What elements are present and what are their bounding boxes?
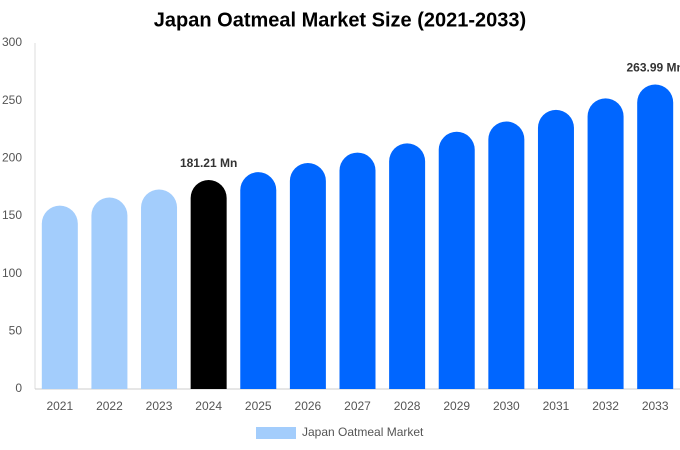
- x-tick-label: 2030: [493, 399, 520, 413]
- data-label: 263.99 Mn: [627, 61, 680, 75]
- bar: [91, 197, 128, 389]
- bar: [537, 109, 574, 389]
- bar: [488, 121, 525, 389]
- bar: [240, 172, 277, 389]
- bar: [141, 189, 178, 389]
- x-tick-label: 2025: [245, 399, 272, 413]
- y-tick-label: 100: [2, 266, 22, 280]
- chart-title: Japan Oatmeal Market Size (2021-2033): [154, 9, 526, 31]
- x-tick-label: 2021: [46, 399, 73, 413]
- bar: [438, 131, 475, 389]
- legend-swatch: [256, 427, 296, 439]
- legend-label: Japan Oatmeal Market: [302, 425, 424, 439]
- x-tick-label: 2023: [146, 399, 173, 413]
- bar: [637, 84, 674, 390]
- x-tick-label: 2032: [592, 399, 619, 413]
- y-tick-label: 250: [2, 93, 22, 107]
- bar: [339, 152, 376, 389]
- x-tick-label: 2024: [195, 399, 222, 413]
- y-tick-label: 300: [2, 35, 22, 49]
- data-label: 181.21 Mn: [180, 156, 237, 170]
- x-tick-label: 2026: [295, 399, 322, 413]
- y-tick-label: 50: [9, 324, 23, 338]
- bar: [389, 143, 426, 389]
- x-tick-label: 2031: [543, 399, 570, 413]
- y-tick-label: 200: [2, 151, 22, 165]
- y-tick-label: 150: [2, 208, 22, 222]
- bar: [190, 180, 227, 389]
- y-tick-label: 0: [15, 381, 22, 395]
- bar: [587, 98, 624, 390]
- bar: [289, 162, 326, 389]
- x-tick-label: 2022: [96, 399, 123, 413]
- x-tick-label: 2029: [443, 399, 470, 413]
- bar: [41, 205, 78, 389]
- x-tick-label: 2027: [344, 399, 371, 413]
- x-tick-label: 2033: [642, 399, 669, 413]
- x-tick-label: 2028: [394, 399, 421, 413]
